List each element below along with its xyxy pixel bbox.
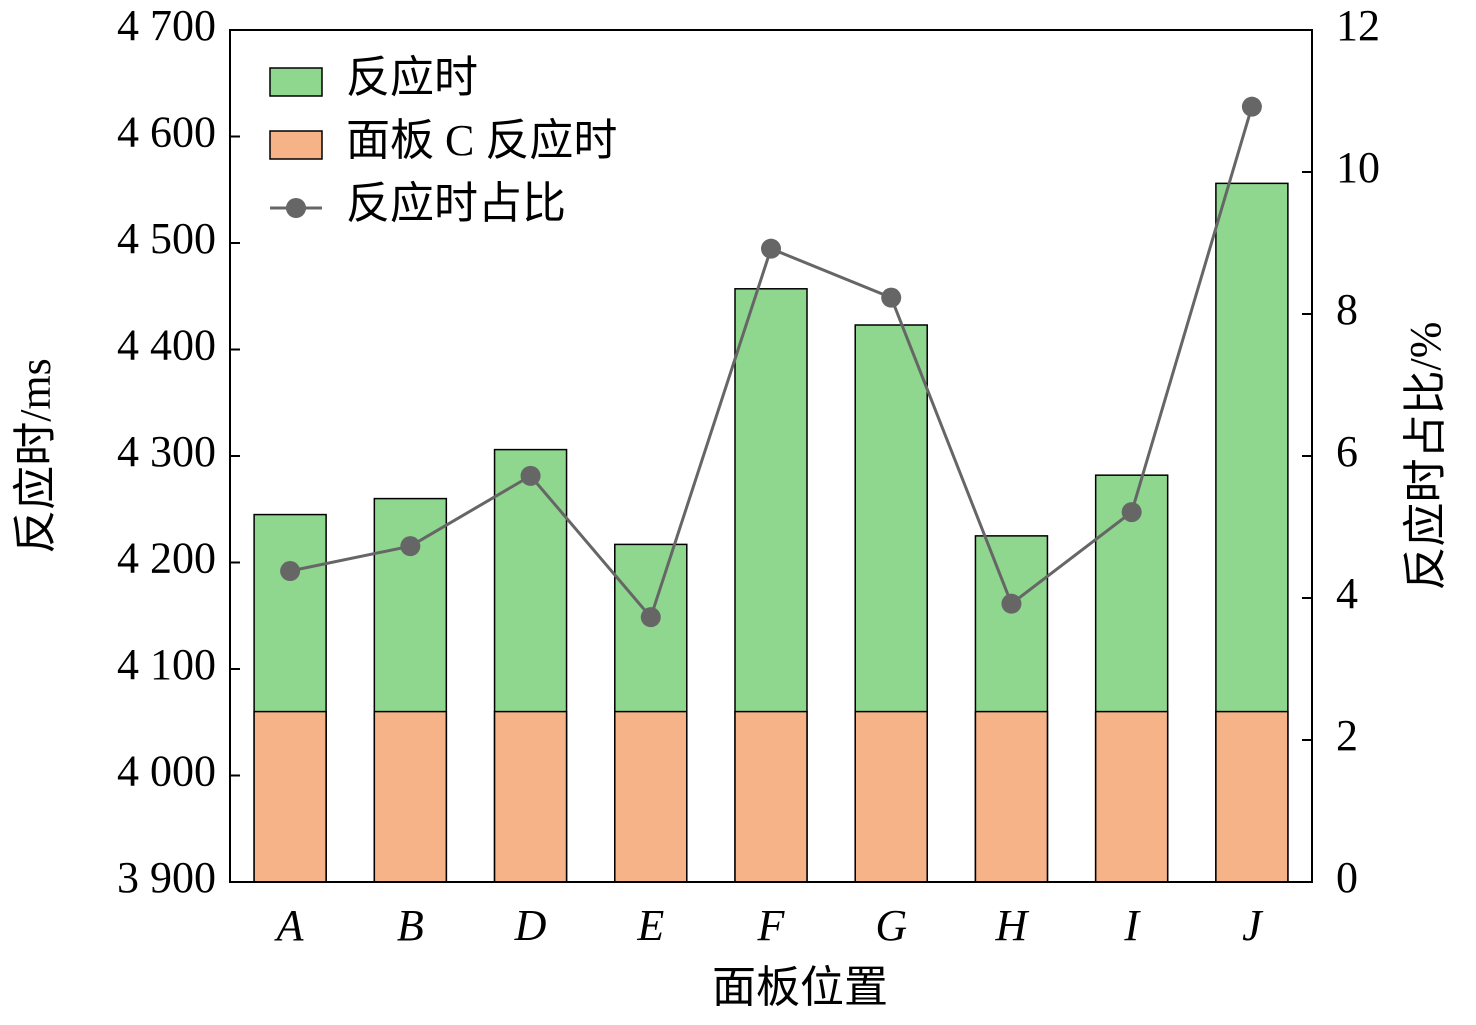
y-tick-label: 4 700 — [117, 1, 216, 50]
legend-label: 反应时 — [346, 53, 478, 102]
legend-swatch — [269, 67, 323, 97]
marker — [280, 561, 301, 582]
y2-tick-label: 10 — [1336, 143, 1380, 192]
bar — [1094, 710, 1169, 883]
x-tick-label: F — [757, 901, 786, 950]
y2-tick-label: 4 — [1336, 569, 1358, 618]
bar — [974, 710, 1049, 883]
legend-label: 反应时占比 — [346, 179, 566, 228]
x-tick-label: I — [1123, 901, 1141, 950]
legend-swatch — [269, 130, 323, 160]
y2-axis-label: 反应时占比/% — [1401, 322, 1450, 591]
bar — [1215, 710, 1289, 883]
x-axis-label: 面板位置 — [712, 963, 888, 1012]
y-tick-label: 3 900 — [117, 853, 216, 902]
x-tick-label: G — [875, 901, 907, 950]
marker — [881, 287, 902, 308]
bar — [253, 710, 327, 883]
plot-frame — [229, 29, 1313, 883]
y-axis-label: 反应时/ms — [11, 358, 60, 554]
y2-tick-label: 6 — [1336, 427, 1358, 476]
legend-marker — [286, 198, 306, 218]
marker — [1001, 593, 1022, 614]
bar — [373, 710, 448, 883]
bar — [493, 710, 568, 883]
x-tick-label: A — [274, 901, 305, 950]
x-tick-label: H — [995, 901, 1030, 950]
y2-tick-label: 8 — [1336, 285, 1358, 334]
marker — [761, 238, 781, 259]
y-tick-label: 4 300 — [117, 427, 216, 476]
x-tick-label: D — [514, 901, 547, 950]
legend-label: 面板 C 反应时 — [346, 116, 617, 165]
x-tick-label: B — [397, 901, 424, 950]
y2-tick-label: 0 — [1336, 853, 1358, 902]
x-tick-label: E — [636, 901, 664, 950]
y-tick-label: 4 000 — [117, 747, 216, 796]
x-tick-label: J — [1242, 901, 1264, 950]
y-tick-label: 4 100 — [117, 640, 216, 689]
marker — [520, 465, 541, 486]
y-tick-label: 4 600 — [117, 108, 216, 157]
y-tick-label: 4 400 — [117, 321, 216, 370]
marker — [640, 607, 661, 628]
y2-tick-label: 12 — [1336, 1, 1380, 50]
bar — [734, 710, 808, 883]
marker — [1121, 502, 1142, 523]
y-tick-label: 4 200 — [117, 534, 216, 583]
bar — [614, 710, 688, 883]
y2-tick-label: 2 — [1336, 711, 1358, 760]
marker — [1241, 96, 1262, 117]
bar — [854, 710, 928, 883]
y-tick-label: 4 500 — [117, 214, 216, 263]
marker — [400, 536, 421, 557]
